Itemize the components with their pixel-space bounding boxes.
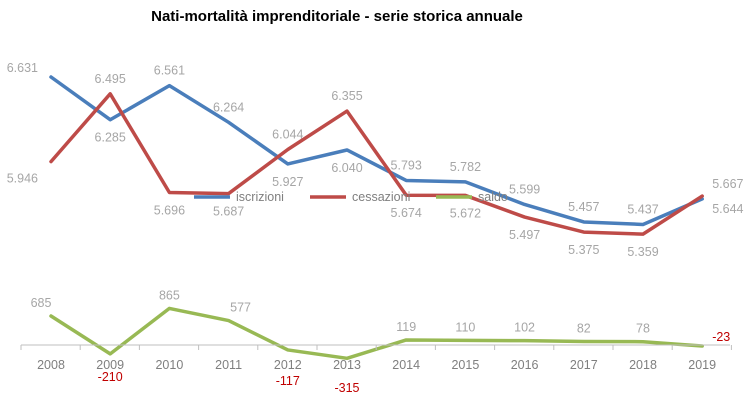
data-label-cessazioni-2011: 5.687 bbox=[213, 205, 244, 219]
data-label-cessazioni-2014: 5.674 bbox=[391, 206, 422, 220]
data-label-cessazioni-2018: 5.359 bbox=[627, 245, 658, 259]
data-label-saldo-2015: 110 bbox=[455, 320, 475, 334]
data-label-cessazioni-2013: 6.355 bbox=[331, 89, 362, 103]
data-label-cessazioni-2008: 5.946 bbox=[7, 172, 38, 186]
data-label-cessazioni-2010: 5.696 bbox=[154, 203, 185, 217]
data-label-saldo-2013: -315 bbox=[334, 381, 359, 395]
data-label-iscrizioni-2015: 5.782 bbox=[450, 160, 481, 174]
x-tick-label-2008: 2008 bbox=[37, 358, 65, 372]
data-label-iscrizioni-2018: 5.437 bbox=[627, 202, 658, 216]
data-label-saldo-2019: -23 bbox=[712, 330, 730, 344]
data-label-saldo-2012: -117 bbox=[276, 374, 300, 388]
data-label-saldo-2014: 119 bbox=[396, 320, 416, 334]
x-tick-label-2016: 2016 bbox=[511, 358, 539, 372]
data-label-saldo-2010: 865 bbox=[159, 288, 180, 302]
x-tick-label-2017: 2017 bbox=[570, 358, 598, 372]
data-label-iscrizioni-2016: 5.599 bbox=[509, 182, 540, 196]
x-tick-label-2009: 2009 bbox=[96, 358, 124, 372]
data-label-iscrizioni-2013: 6.040 bbox=[331, 161, 362, 175]
data-label-cessazioni-2012: 6.044 bbox=[272, 127, 303, 141]
data-label-iscrizioni-2019: 5.644 bbox=[712, 202, 743, 216]
x-tick-label-2019: 2019 bbox=[688, 358, 716, 372]
data-label-cessazioni-2015: 5.672 bbox=[450, 206, 481, 220]
data-label-cessazioni-2016: 5.497 bbox=[509, 228, 540, 242]
data-label-cessazioni-2019: 5.667 bbox=[712, 177, 743, 191]
chart-title: Nati-mortalità imprenditoriale - serie s… bbox=[151, 8, 523, 25]
top-plot-area: 6.631 5.946 6.285 6.495 6.561 5.696 6.264 5.687… bbox=[7, 61, 744, 259]
series-line-iscrizioni bbox=[49, 75, 704, 227]
data-label-iscrizioni-2014: 5.793 bbox=[391, 158, 422, 172]
x-tick-label-2011: 2011 bbox=[215, 358, 242, 372]
series-line-cessazioni bbox=[49, 92, 704, 236]
x-tick-label-2018: 2018 bbox=[629, 358, 657, 372]
data-label-saldo-2018: 78 bbox=[636, 322, 650, 336]
series-line-saldo bbox=[49, 306, 704, 361]
data-label-iscrizioni-2009: 6.285 bbox=[95, 131, 126, 145]
legend-label-saldo: saldo bbox=[478, 190, 508, 204]
legend-label-cessazioni: cessazioni bbox=[352, 190, 410, 204]
data-label-cessazioni-2009: 6.495 bbox=[95, 72, 126, 86]
data-label-iscrizioni-2011: 6.264 bbox=[213, 100, 244, 114]
data-label-saldo-2009: -210 bbox=[98, 370, 123, 384]
legend: iscrizioni cessazioni saldo bbox=[194, 190, 508, 204]
x-axis: 2008 2009 2010 2011 2012 2013 2014 2015 2016 2017… bbox=[20, 344, 732, 372]
x-tick-label-2014: 2014 bbox=[392, 358, 420, 372]
data-label-saldo-2017: 82 bbox=[577, 322, 591, 336]
data-label-iscrizioni-2008: 6.631 bbox=[7, 61, 38, 75]
data-label-cessazioni-2017: 5.375 bbox=[568, 243, 599, 257]
bottom-plot-area: 685 -210 865 577 -117 -315 119 110 102 82 78 -23 bbox=[31, 288, 731, 395]
x-tick-label-2013: 2013 bbox=[333, 358, 361, 372]
data-label-saldo-2008: 685 bbox=[31, 296, 52, 310]
x-tick-label-2012: 2012 bbox=[274, 358, 302, 372]
data-label-iscrizioni-2010: 6.561 bbox=[154, 64, 185, 78]
data-label-saldo-2011: 577 bbox=[230, 301, 251, 315]
data-label-saldo-2016: 102 bbox=[514, 321, 535, 335]
data-label-iscrizioni-2017: 5.457 bbox=[568, 200, 599, 214]
x-tick-label-2010: 2010 bbox=[155, 358, 183, 372]
x-tick-label-2015: 2015 bbox=[451, 358, 479, 372]
legend-label-iscrizioni: iscrizioni bbox=[236, 190, 284, 204]
data-label-iscrizioni-2012: 5.927 bbox=[272, 175, 303, 189]
